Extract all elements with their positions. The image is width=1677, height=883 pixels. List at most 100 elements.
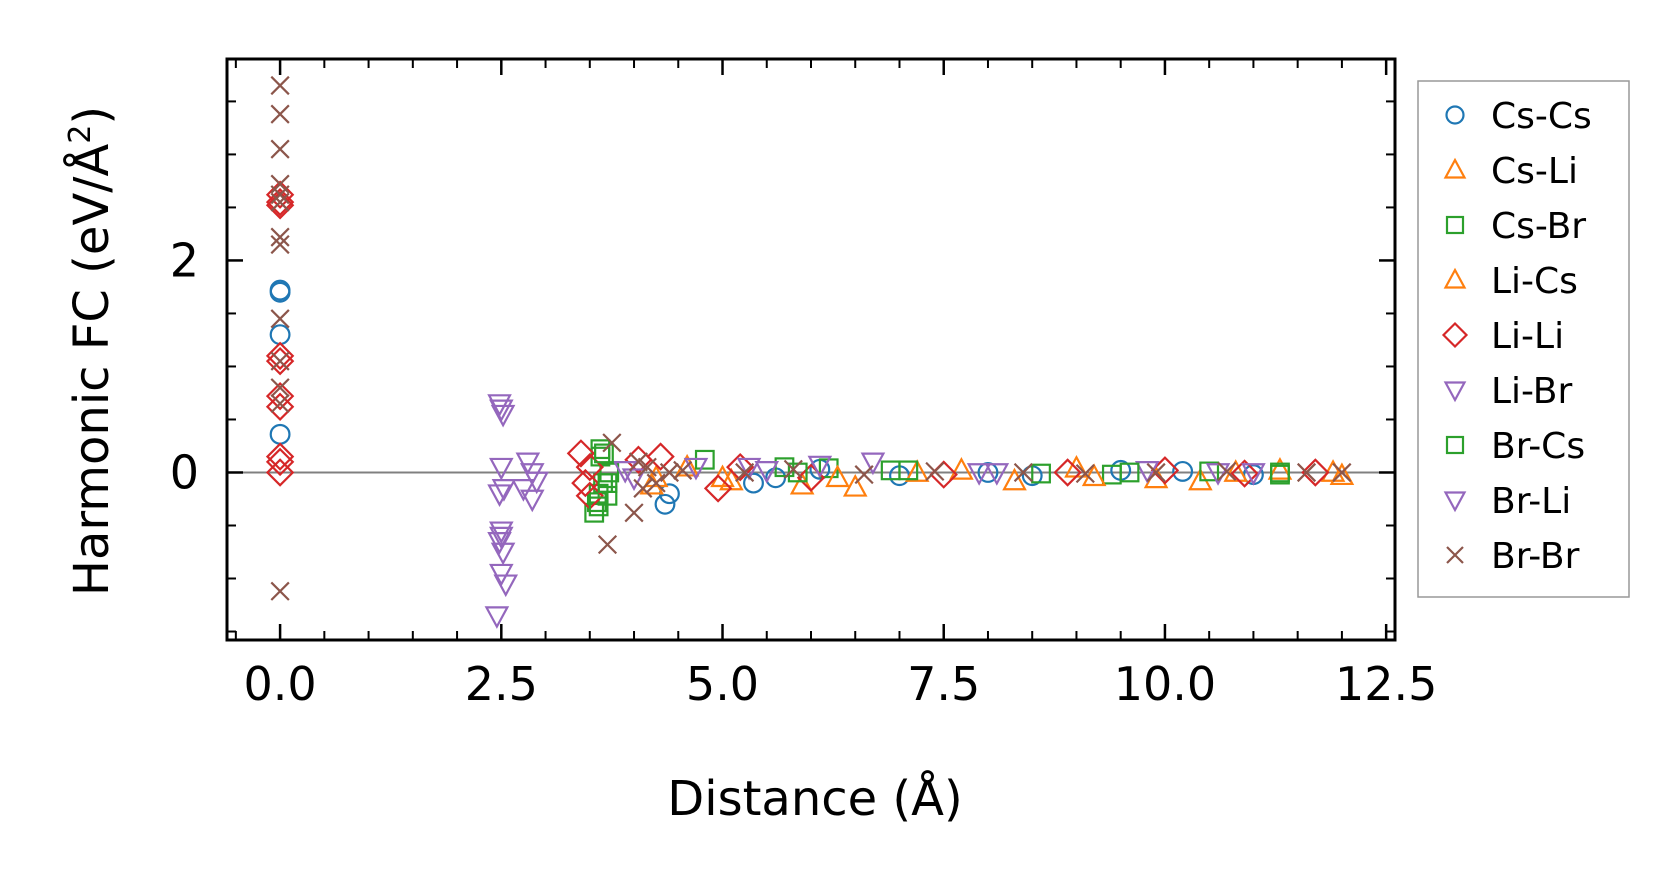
- series-Br-Li: [489, 399, 1231, 550]
- data-point: [1296, 462, 1317, 483]
- data-point: [1267, 457, 1293, 480]
- data-point: [1146, 462, 1166, 483]
- data-point: [1075, 463, 1095, 484]
- data-point: [621, 468, 647, 492]
- data-point: [754, 461, 780, 484]
- data-point: [854, 465, 874, 485]
- legend-label: Br-Li: [1491, 481, 1571, 522]
- legend-marker: [1443, 381, 1467, 403]
- legend-item: Br-Cs: [1445, 426, 1585, 467]
- legend-label: Br-Cs: [1491, 426, 1585, 467]
- data-point: [571, 468, 600, 498]
- legend-item: Br-Li: [1443, 481, 1571, 522]
- legend-label: Cs-Br: [1491, 206, 1586, 247]
- y-tick-label: 2: [170, 233, 199, 287]
- legend-label: Li-Li: [1491, 316, 1564, 357]
- data-point: [984, 463, 1010, 486]
- data-point: [1223, 459, 1249, 482]
- data-point: [925, 461, 945, 482]
- series-Li-Br: [484, 394, 1266, 629]
- data-point: [270, 75, 290, 96]
- data-point: [736, 457, 762, 481]
- data-point: [597, 535, 618, 555]
- data-point: [269, 281, 291, 303]
- data-point: [633, 478, 653, 498]
- data-point: [270, 139, 290, 159]
- data-point: [1217, 461, 1237, 482]
- data-point: [628, 452, 649, 472]
- data-point: [265, 381, 295, 411]
- legend-label: Cs-Cs: [1491, 96, 1592, 137]
- data-point: [491, 479, 517, 502]
- data-point: [624, 445, 653, 474]
- legend-item: Li-Br: [1443, 371, 1572, 412]
- data-point: [726, 452, 755, 482]
- data-point: [637, 457, 657, 477]
- y-axis-label-main: Harmonic FC (eV/Å: [63, 144, 120, 597]
- legend-marker: [1446, 546, 1464, 564]
- data-point: [270, 185, 290, 205]
- data-point: [1031, 463, 1051, 484]
- data-point: [487, 484, 512, 507]
- data-point: [519, 489, 545, 513]
- data-point: [825, 464, 850, 488]
- x-tick-label: 12.5: [1335, 657, 1437, 711]
- x-axis-ticks: 0.0 2.5 5.0 7.5 10.0 12.5: [234, 59, 1437, 711]
- data-point: [654, 493, 676, 515]
- plot-background: [227, 59, 1395, 640]
- data-point: [602, 433, 622, 453]
- y-axis-ticks: 02: [170, 100, 1395, 633]
- data-point: [489, 399, 514, 423]
- data-point: [597, 473, 618, 493]
- legend-item: Br-Br: [1446, 536, 1580, 577]
- data-point: [1199, 461, 1220, 482]
- data-point: [1053, 458, 1082, 487]
- data-point: [646, 442, 675, 471]
- legend-marker: [1445, 435, 1465, 455]
- legend-marker: [1445, 215, 1465, 235]
- data-point: [270, 378, 290, 398]
- legend-item: Li-Li: [1441, 316, 1564, 357]
- legend-label: Li-Cs: [1491, 261, 1578, 302]
- legend-label: Cs-Li: [1491, 151, 1578, 192]
- legend-label: Br-Br: [1491, 536, 1580, 577]
- x-tick-label: 2.5: [465, 657, 538, 711]
- data-point: [270, 581, 290, 601]
- data-point: [270, 192, 290, 212]
- legend: Cs-Cs Cs-Li Cs-Br Li-Cs Li-Li Li-Br Br-Cs Br-Li…: [1417, 80, 1630, 598]
- data-point: [949, 457, 974, 480]
- data-point: [270, 351, 290, 371]
- legend-marker: [1441, 321, 1469, 349]
- data-point: [1241, 463, 1266, 486]
- data-point: [489, 526, 514, 550]
- data-point: [789, 471, 815, 495]
- legend-label: Li-Br: [1491, 371, 1572, 412]
- legend-item: Cs-Li: [1443, 151, 1578, 192]
- data-point: [265, 447, 295, 477]
- data-point: [842, 474, 868, 497]
- x-tick-label: 7.5: [907, 657, 980, 711]
- legend-item: Li-Cs: [1443, 261, 1578, 302]
- data-point: [1270, 462, 1290, 483]
- data-point: [673, 460, 693, 480]
- plot-area: [227, 59, 1395, 640]
- y-axis-label-superscript: 2: [63, 125, 98, 144]
- data-point: [493, 574, 519, 598]
- x-tick-label: 10.0: [1114, 657, 1216, 711]
- y-tick-label: 0: [170, 445, 199, 499]
- data-point: [683, 457, 709, 481]
- data-point: [1081, 463, 1107, 487]
- data-point: [484, 606, 510, 629]
- data-point: [1301, 458, 1330, 487]
- series-Br-Br: [270, 75, 1352, 601]
- data-point: [735, 462, 755, 483]
- data-point: [966, 463, 992, 486]
- legend-marker: [1445, 105, 1465, 125]
- data-point: [703, 474, 733, 503]
- x-tick-label: 0.0: [244, 657, 317, 711]
- data-point: [646, 473, 666, 493]
- data-point: [265, 187, 295, 217]
- data-point: [265, 346, 295, 376]
- data-point: [612, 461, 638, 484]
- data-point: [265, 392, 295, 421]
